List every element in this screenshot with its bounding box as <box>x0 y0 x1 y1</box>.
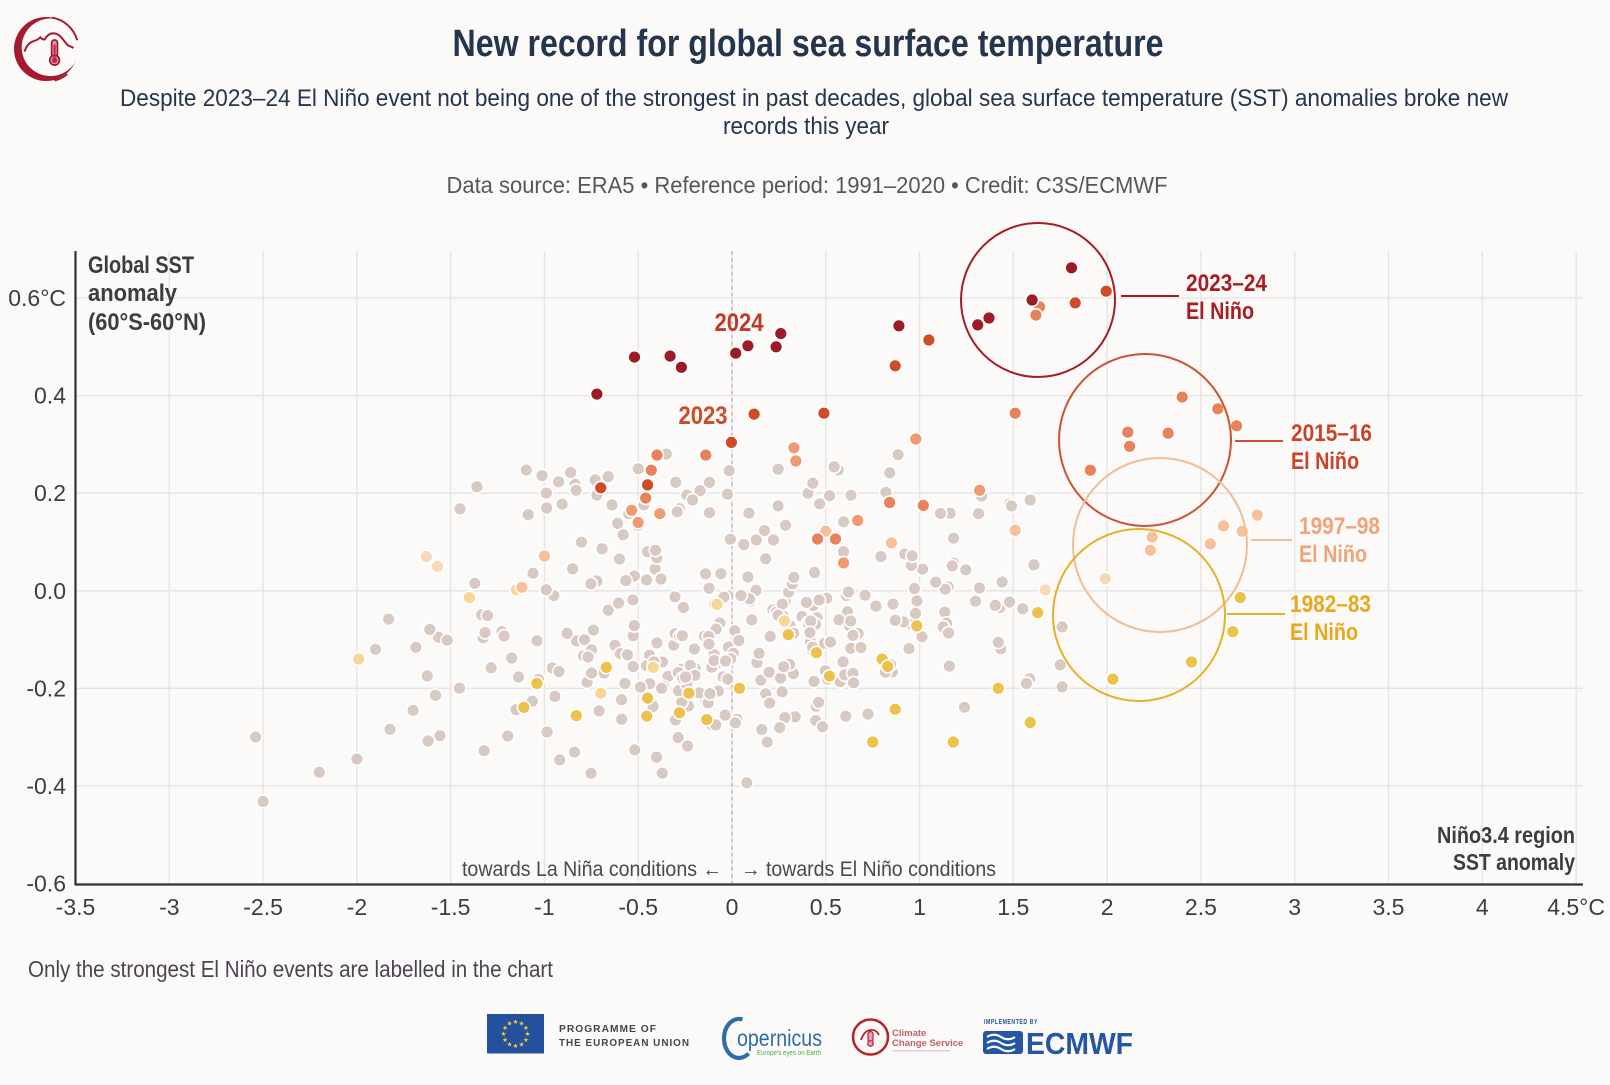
svg-text:El Niño: El Niño <box>1186 298 1254 325</box>
svg-text:3: 3 <box>1288 894 1301 920</box>
svg-text:Niño3.4 region: Niño3.4 region <box>1437 822 1575 848</box>
svg-text:0.0: 0.0 <box>34 578 66 604</box>
svg-text:IMPLEMENTED BY: IMPLEMENTED BY <box>984 1017 1038 1026</box>
svg-text:2015–16: 2015–16 <box>1291 420 1372 447</box>
svg-text:★: ★ <box>523 1036 529 1044</box>
svg-text:2: 2 <box>1101 894 1114 920</box>
svg-text:0.4: 0.4 <box>34 383 66 409</box>
svg-text:2024: 2024 <box>715 309 764 337</box>
svg-text:★: ★ <box>513 1018 519 1026</box>
svg-text:1982–83: 1982–83 <box>1290 591 1371 618</box>
svg-text:records this year: records this year <box>723 113 889 140</box>
svg-text:SST anomaly: SST anomaly <box>1453 849 1575 875</box>
svg-text:1997–98: 1997–98 <box>1299 513 1380 540</box>
svg-text:★: ★ <box>507 1040 513 1048</box>
svg-text:★: ★ <box>519 1020 525 1028</box>
svg-text:THE EUROPEAN UNION: THE EUROPEAN UNION <box>559 1038 690 1049</box>
svg-text:opernicus: opernicus <box>737 1025 822 1051</box>
svg-text:★: ★ <box>507 1020 513 1028</box>
svg-text:0.5: 0.5 <box>810 894 842 920</box>
svg-text:Global SST: Global SST <box>88 252 194 279</box>
svg-text:0: 0 <box>726 894 739 920</box>
svg-text:Data source: ERA5 • Reference: Data source: ERA5 • Reference period: 19… <box>447 172 1168 198</box>
svg-text:4.5°C: 4.5°C <box>1547 894 1605 920</box>
svg-text:Europe's eyes on Earth: Europe's eyes on Earth <box>757 1050 821 1057</box>
svg-text:★: ★ <box>513 1042 519 1050</box>
svg-text:→ towards El Niño conditions: → towards El Niño conditions <box>741 858 996 881</box>
svg-text:2023: 2023 <box>679 402 728 430</box>
svg-text:★: ★ <box>501 1030 507 1038</box>
svg-text:0.6°C: 0.6°C <box>8 285 66 311</box>
svg-text:★: ★ <box>502 1036 508 1044</box>
svg-text:-3.5: -3.5 <box>56 894 96 920</box>
svg-text:-1.5: -1.5 <box>431 894 471 920</box>
svg-text:-0.6: -0.6 <box>26 871 66 897</box>
svg-text:-2.5: -2.5 <box>243 894 283 920</box>
svg-text:★: ★ <box>523 1024 529 1032</box>
svg-text:El Niño: El Niño <box>1299 541 1367 568</box>
svg-text:-0.2: -0.2 <box>26 675 66 701</box>
svg-text:-0.4: -0.4 <box>26 773 66 799</box>
svg-text:★: ★ <box>502 1024 508 1032</box>
svg-text:-0.5: -0.5 <box>618 894 658 920</box>
svg-text:4: 4 <box>1476 894 1489 920</box>
svg-text:1: 1 <box>913 894 926 920</box>
svg-text:3.5: 3.5 <box>1373 894 1405 920</box>
svg-text:★: ★ <box>519 1040 525 1048</box>
svg-text:towards La Niña conditions ←: towards La Niña conditions ← <box>462 858 722 881</box>
svg-text:2.5: 2.5 <box>1185 894 1217 920</box>
svg-text:-2: -2 <box>347 894 367 920</box>
svg-text:2023–24: 2023–24 <box>1186 270 1267 297</box>
svg-text:-3: -3 <box>159 894 179 920</box>
svg-text:anomaly: anomaly <box>88 280 178 307</box>
svg-text:Only the strongest El Niño eve: Only the strongest El Niño events are la… <box>28 956 554 982</box>
svg-text:Despite 2023–24 El Niño event: Despite 2023–24 El Niño event not being … <box>120 85 1509 112</box>
svg-text:ECMWF: ECMWF <box>1026 1026 1133 1061</box>
svg-text:-1: -1 <box>534 894 554 920</box>
svg-text:Change Service: Change Service <box>892 1038 963 1049</box>
svg-text:Climate: Climate <box>892 1028 926 1039</box>
svg-text:1.5: 1.5 <box>997 894 1029 920</box>
svg-text:El Niño: El Niño <box>1290 619 1358 646</box>
svg-text:New record for global sea surf: New record for global sea surface temper… <box>453 23 1164 65</box>
svg-text:(60°S-60°N): (60°S-60°N) <box>88 309 206 336</box>
svg-text:El Niño: El Niño <box>1291 448 1359 475</box>
svg-text:★: ★ <box>525 1030 531 1038</box>
svg-text:0.2: 0.2 <box>34 480 66 506</box>
svg-text:PROGRAMME OF: PROGRAMME OF <box>559 1024 657 1035</box>
